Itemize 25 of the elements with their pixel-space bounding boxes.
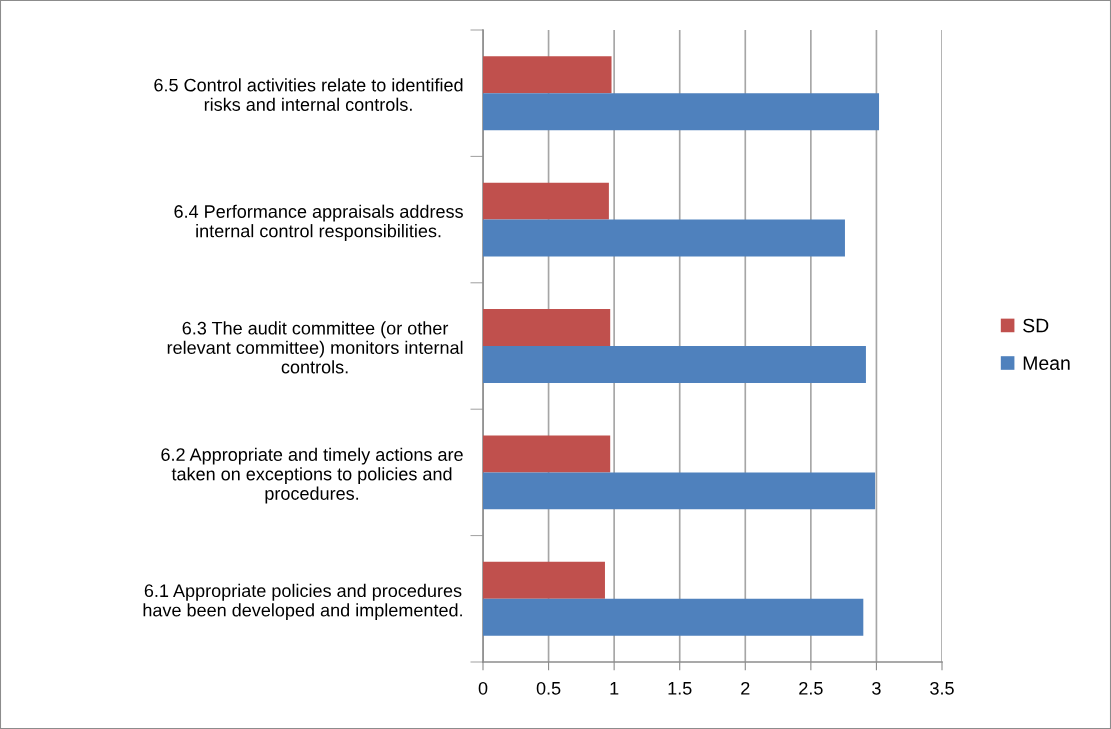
bar: [483, 93, 880, 131]
x-tick-label: 2: [741, 681, 750, 695]
y-tick-label: 6.3 The audit committee (or other relevant committee) monitors internal controls.: [167, 321, 463, 374]
x-tick-label: 0: [478, 681, 488, 695]
legend-label: SD: [1023, 318, 1049, 333]
bar: [483, 598, 864, 636]
x-tick-label: 3.5: [930, 681, 954, 695]
bar: [483, 472, 876, 510]
bar: [483, 309, 611, 346]
y-tick-label: 6.2 Appropriate and timely actions are taken on exceptions to policies and procedures.: [161, 447, 463, 504]
legend-label: Mean: [1023, 356, 1070, 370]
bar: [483, 561, 605, 599]
y-tick-label: 6.5 Control activities relate to identified risks and internal controls.: [154, 78, 463, 111]
bar: [483, 56, 612, 94]
x-tick-label: 0.5: [536, 681, 561, 695]
x-tick-label: 1: [610, 682, 619, 695]
x-tick-label: 3: [872, 681, 881, 695]
bar: [483, 219, 845, 257]
y-tick-label: 6.1 Appropriate policies and procedures have been developed and implemented.: [143, 583, 462, 621]
bar: [483, 182, 609, 220]
x-tick-label: 1.5: [668, 682, 692, 695]
bar: [483, 346, 866, 383]
y-tick-label: 6.4 Performance appraisals address internal control responsibilities.: [174, 204, 463, 241]
bar: [483, 435, 611, 473]
x-tick-label: 2.5: [799, 681, 823, 695]
